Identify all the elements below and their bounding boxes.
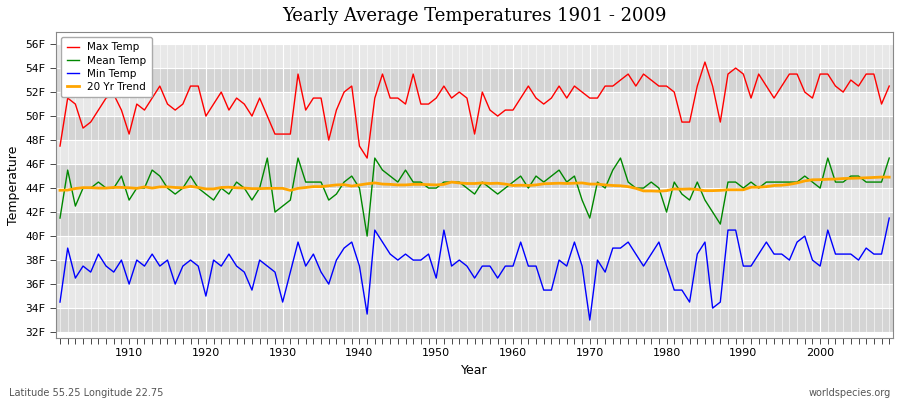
Min Temp: [608, 246, 618, 250]
Mean Temp: [523, 186, 534, 190]
Bar: [56, 116, 893, 140]
Mean Temp: [516, 174, 526, 178]
Mean Temp: [262, 156, 273, 160]
Legend: Max Temp, Mean Temp, Min Temp, 20 Yr Trend: Max Temp, Mean Temp, Min Temp, 20 Yr Tre…: [61, 37, 152, 97]
20 Yr Trend: [653, 189, 664, 194]
Mean Temp: [884, 156, 895, 160]
Text: worldspecies.org: worldspecies.org: [809, 388, 891, 398]
Max Temp: [285, 132, 296, 136]
Bar: [56, 308, 893, 332]
Bar: [56, 260, 893, 284]
Max Temp: [508, 108, 518, 112]
X-axis label: Year: Year: [462, 364, 488, 377]
20 Yr Trend: [508, 183, 518, 188]
Max Temp: [331, 108, 342, 112]
20 Yr Trend: [55, 188, 66, 193]
Bar: [56, 212, 893, 236]
Max Temp: [362, 156, 373, 160]
Y-axis label: Temperature: Temperature: [7, 145, 20, 225]
20 Yr Trend: [599, 182, 610, 187]
Min Temp: [584, 318, 595, 322]
Bar: [56, 92, 893, 116]
Mean Temp: [292, 156, 303, 160]
20 Yr Trend: [876, 175, 886, 180]
Bar: [56, 164, 893, 188]
20 Yr Trend: [116, 185, 127, 190]
Bar: [56, 284, 893, 308]
Mean Temp: [615, 156, 626, 160]
Bar: [56, 188, 893, 212]
Bar: [56, 140, 893, 164]
Line: Mean Temp: Mean Temp: [60, 158, 889, 236]
20 Yr Trend: [331, 182, 342, 187]
20 Yr Trend: [285, 188, 296, 193]
Mean Temp: [362, 234, 373, 238]
Text: Latitude 55.25 Longitude 22.75: Latitude 55.25 Longitude 22.75: [9, 388, 164, 398]
Max Temp: [516, 96, 526, 100]
Title: Yearly Average Temperatures 1901 - 2009: Yearly Average Temperatures 1901 - 2009: [283, 7, 667, 25]
20 Yr Trend: [500, 182, 510, 186]
Min Temp: [55, 300, 66, 304]
Min Temp: [884, 216, 895, 220]
Mean Temp: [55, 216, 66, 220]
Line: 20 Yr Trend: 20 Yr Trend: [60, 177, 889, 191]
Max Temp: [699, 60, 710, 64]
20 Yr Trend: [884, 175, 895, 180]
Max Temp: [116, 108, 127, 112]
Min Temp: [285, 270, 296, 274]
Line: Min Temp: Min Temp: [60, 218, 889, 320]
Min Temp: [500, 264, 510, 268]
Line: Max Temp: Max Temp: [60, 62, 889, 158]
Bar: [56, 44, 893, 68]
Min Temp: [331, 258, 342, 262]
Max Temp: [608, 84, 618, 88]
Max Temp: [884, 84, 895, 88]
Mean Temp: [116, 174, 127, 178]
Min Temp: [116, 258, 127, 262]
Mean Temp: [338, 180, 349, 184]
Bar: [56, 236, 893, 260]
Bar: [56, 68, 893, 92]
Max Temp: [55, 144, 66, 148]
Min Temp: [508, 264, 518, 268]
